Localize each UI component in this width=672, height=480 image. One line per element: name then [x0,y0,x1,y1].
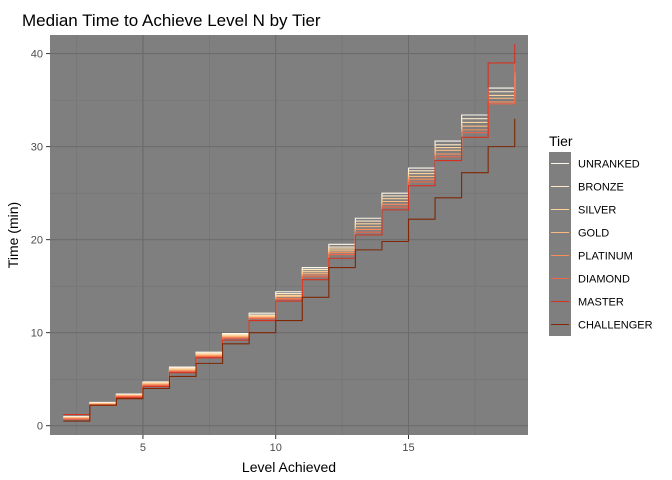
y-tick-label: 0 [37,421,43,433]
legend-label: GOLD [578,228,609,240]
legend-label: BRONZE [578,182,624,194]
x-axis-title: Level Achieved [242,459,336,475]
y-tick-label: 20 [31,235,43,247]
x-axis-ticks: 5 10 15 [140,435,415,454]
x-tick-label: 10 [270,442,282,454]
series-layer [63,44,516,422]
x-tick-label: 5 [140,442,146,454]
y-axis-title: Time (min) [5,202,21,268]
legend: Tier UNRANKED BRONZE SILVER GOLD PLATINUM DIA… [549,133,653,336]
legend-label: CHALLENGER [578,320,653,332]
x-tick-label: 15 [402,442,414,454]
legend-label: UNRANKED [578,159,640,171]
y-tick-label: 10 [31,328,43,340]
chart-title: Median Time to Achieve Level N by Tier [22,11,321,30]
legend-label: DIAMOND [578,274,630,286]
y-tick-label: 40 [31,49,43,61]
legend-label: SILVER [578,205,616,217]
series-line-challenger [63,118,516,422]
grid-lines [50,35,528,435]
y-axis-ticks: 0 10 20 30 40 [31,49,50,433]
y-tick-label: 30 [31,142,43,154]
legend-label: PLATINUM [578,251,633,263]
legend-label: MASTER [578,297,624,309]
plot-panel [50,35,528,435]
legend-title: Tier [549,133,573,149]
